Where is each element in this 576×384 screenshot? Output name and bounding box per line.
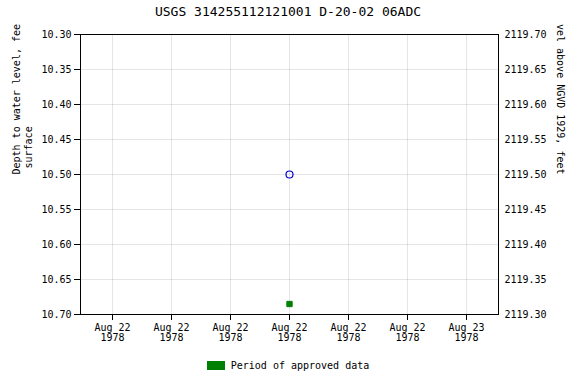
svg-text:2119.30: 2119.30 bbox=[505, 309, 547, 320]
svg-text:10.55: 10.55 bbox=[41, 204, 71, 215]
svg-text:10.40: 10.40 bbox=[41, 99, 71, 110]
svg-text:10.70: 10.70 bbox=[41, 309, 71, 320]
svg-text:10.30: 10.30 bbox=[41, 29, 71, 40]
svg-text:Groundwater level above NGVD 1: Groundwater level above NGVD 1929, feet bbox=[555, 24, 566, 175]
svg-text:Aug 221978: Aug 221978 bbox=[330, 322, 366, 343]
svg-text:Aug 221978: Aug 221978 bbox=[212, 322, 248, 343]
svg-text:2119.45: 2119.45 bbox=[505, 204, 547, 215]
svg-text:10.35: 10.35 bbox=[41, 64, 71, 75]
svg-text:Aug 221978: Aug 221978 bbox=[271, 322, 307, 343]
svg-text:10.60: 10.60 bbox=[41, 239, 71, 250]
svg-text:2119.50: 2119.50 bbox=[505, 169, 547, 180]
svg-text:10.45: 10.45 bbox=[41, 134, 71, 145]
svg-text:2119.35: 2119.35 bbox=[505, 274, 547, 285]
svg-text:2119.70: 2119.70 bbox=[505, 29, 547, 40]
svg-text:Depth to water level, feet bel: Depth to water level, feet below land su… bbox=[11, 24, 34, 175]
html-text:USGS 314255112121001 D-20-02 0: USGS 314255112121001 D-20-02 06ADC bbox=[154, 4, 421, 19]
svg-text:Aug 221978: Aug 221978 bbox=[153, 322, 189, 343]
svg-text:10.65: 10.65 bbox=[41, 274, 71, 285]
svg-text:Aug 221978: Aug 221978 bbox=[389, 322, 425, 343]
svg-text:2119.40: 2119.40 bbox=[505, 239, 547, 250]
svg-text:Aug 221978: Aug 221978 bbox=[94, 322, 130, 343]
html-text:Period of approved data: Period of approved data bbox=[230, 359, 370, 371]
svg-text:10.50: 10.50 bbox=[41, 169, 71, 180]
svg-text:2119.55: 2119.55 bbox=[505, 134, 547, 145]
svg-text:Aug 231978: Aug 231978 bbox=[448, 322, 484, 343]
svg-text:2119.60: 2119.60 bbox=[505, 99, 547, 110]
svg-text:2119.65: 2119.65 bbox=[505, 64, 547, 75]
